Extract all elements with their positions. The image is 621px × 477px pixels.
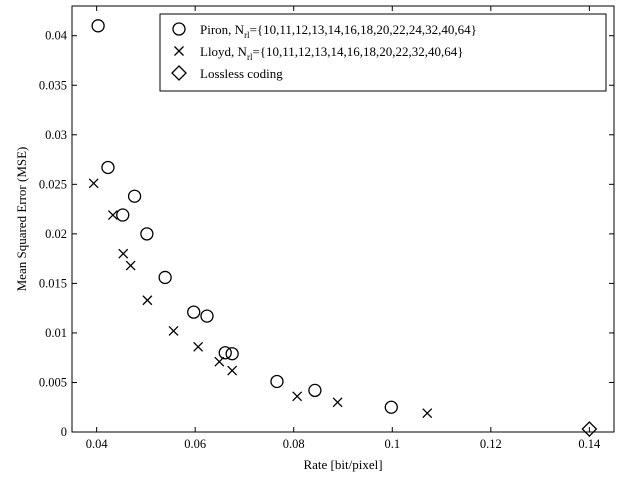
series-0-marker: [187, 305, 201, 319]
series-1-marker: [125, 260, 136, 271]
legend-label-0: Piron, Nrl={10,11,12,13,14,16,18,20,22,2…: [200, 22, 477, 40]
series-0-marker: [308, 383, 322, 398]
series-1-marker: [88, 178, 99, 189]
y-tick-labels: 0 0.005 0.01 0.015 0.02 0.025 0.03 0.035 0.04: [39, 29, 68, 439]
y-tick-label: 0.005: [39, 375, 67, 389]
series-2-marker: [581, 421, 598, 437]
x-tick-label: 0.1: [384, 437, 400, 451]
series-1-marker: [422, 408, 433, 419]
y-tick-label: 0.02: [45, 227, 67, 241]
x-tick-labels: 0.04 0.06 0.08 0.1 0.12 0.14: [86, 437, 601, 451]
legend-label-2: Lossless coding: [200, 66, 283, 81]
x-tick-label: 0.08: [283, 437, 305, 451]
x-tick-label: 0.12: [480, 437, 502, 451]
axis-ticks: [72, 6, 614, 433]
series-0-marker: [91, 19, 105, 33]
series-0-marker: [200, 309, 214, 323]
x-tick-label: 0.14: [578, 437, 601, 451]
legend-label-1: Lloyd, Nrl={10,11,12,13,14,16,18,20,22,3…: [200, 44, 464, 62]
series-1-marker: [292, 391, 303, 402]
series-0-marker: [270, 374, 284, 389]
y-axis-label: Mean Squared Error (MSE): [14, 147, 29, 292]
legend-box: [159, 13, 607, 92]
legend-marker-1: [174, 46, 184, 56]
series-0-marker: [127, 189, 142, 203]
x-tick-label: 0.06: [184, 437, 206, 451]
series-1-marker: [168, 325, 179, 336]
series-1-marker: [214, 356, 225, 367]
series-1-marker: [332, 397, 343, 408]
legend: Piron, Nrl={10,11,12,13,14,16,18,20,22,2…: [159, 13, 607, 92]
y-tick-label: 0.04: [45, 29, 68, 43]
y-tick-label: 0.025: [39, 177, 67, 191]
series-0-marker: [101, 160, 115, 175]
y-tick-label: 0.035: [39, 78, 67, 92]
series-1-marker: [142, 295, 153, 306]
legend-marker-0: [172, 22, 186, 36]
y-tick-label: 0.01: [45, 326, 67, 340]
series-1-marker: [227, 365, 238, 376]
series-0-marker: [218, 346, 232, 360]
series-1-marker: [118, 248, 129, 259]
series-1-marker: [107, 210, 118, 220]
series-0-marker: [225, 347, 239, 361]
series-0-marker: [384, 400, 398, 414]
series-0-marker: [158, 270, 172, 285]
data-markers: [88, 19, 598, 437]
y-tick-label: 0: [61, 425, 67, 439]
series-0-marker: [140, 227, 154, 241]
legend-items: Piron, Nrl={10,11,12,13,14,16,18,20,22,2…: [171, 22, 477, 81]
x-axis-label: Rate [bit/pixel]: [303, 457, 382, 472]
x-tick-label: 0.04: [86, 437, 109, 451]
legend-marker-2: [171, 65, 187, 81]
y-tick-label: 0.03: [45, 128, 67, 142]
series-1-marker: [193, 341, 204, 352]
series-0-marker: [116, 208, 130, 222]
y-tick-label: 0.015: [39, 276, 67, 290]
